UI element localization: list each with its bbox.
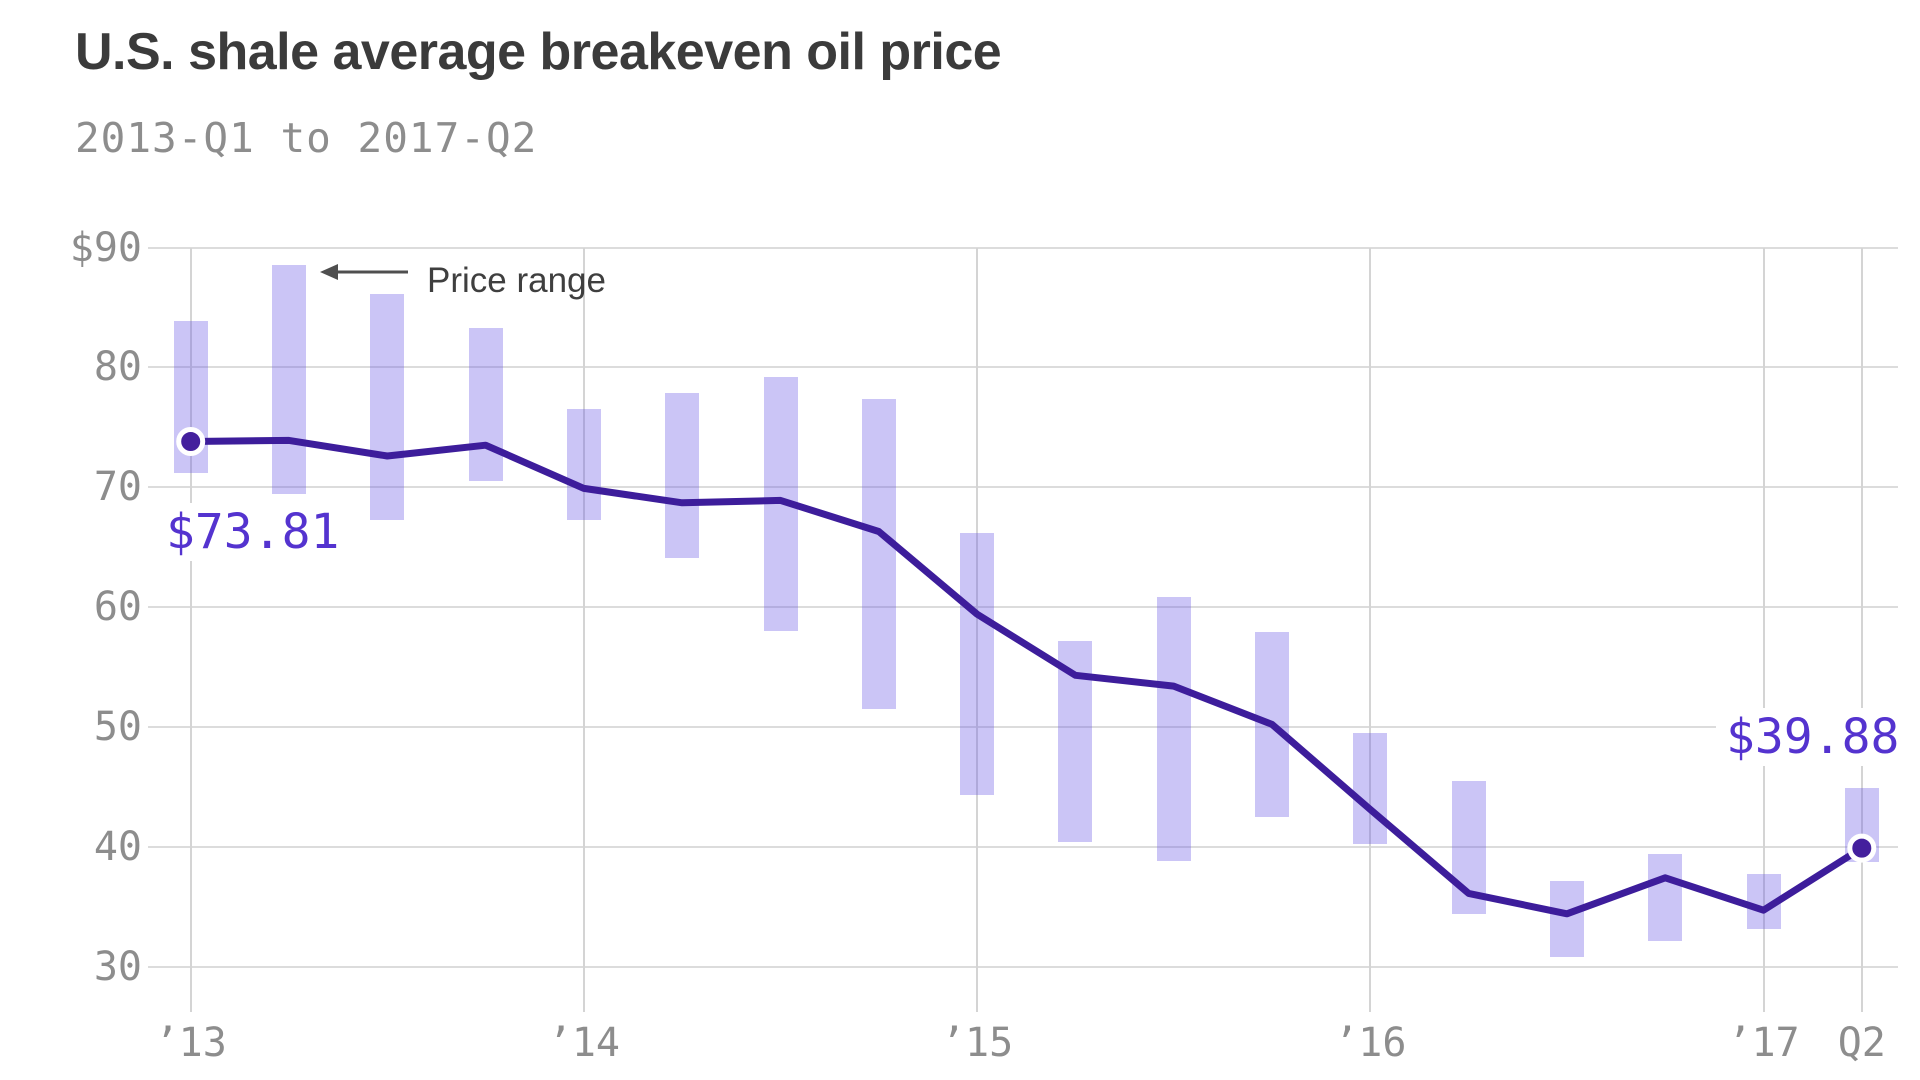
range-bar <box>861 398 896 709</box>
x-gridline <box>1762 247 1765 1012</box>
y-gridline <box>148 486 1898 489</box>
x-axis-label: ’14 <box>547 1020 621 1066</box>
x-axis-label: ’17 <box>1727 1020 1800 1066</box>
y-axis-label: 50 <box>93 703 142 750</box>
price-range-annotation: Price range <box>427 261 606 300</box>
y-axis-label: 80 <box>93 344 142 391</box>
y-axis-label: 70 <box>93 464 142 511</box>
x-axis-label: ’15 <box>940 1020 1014 1066</box>
y-axis-label: 30 <box>93 943 142 990</box>
x-axis-label: Q2 <box>1837 1020 1886 1066</box>
x-gridline <box>1369 247 1372 1012</box>
range-bar <box>1156 597 1191 862</box>
range-bar <box>468 327 503 482</box>
range-bar <box>566 409 601 520</box>
y-gridline <box>148 606 1898 608</box>
y-gridline <box>148 366 1898 369</box>
start-value-label: $73.81 <box>156 503 350 561</box>
breakeven-price-line <box>187 436 1866 918</box>
range-bar <box>665 392 700 558</box>
y-axis-label: $90 <box>69 224 142 271</box>
x-gridline <box>189 247 192 1012</box>
start-point-dot <box>176 427 206 457</box>
price-range-arrow-head <box>320 264 338 280</box>
x-axis-label: ’13 <box>154 1020 227 1066</box>
range-bar <box>960 532 995 796</box>
y-gridline <box>148 246 1898 249</box>
chart-subtitle: 2013-Q1 to 2017-Q2 <box>75 114 538 162</box>
y-axis-label: 40 <box>93 823 142 870</box>
x-gridline <box>976 247 979 1012</box>
end-value-label: $39.88 <box>1716 708 1910 766</box>
y-gridline <box>148 725 1898 728</box>
range-bar <box>370 294 405 520</box>
range-bar <box>1648 853 1683 942</box>
chart-title: U.S. shale average breakeven oil price <box>75 23 1002 81</box>
end-point-dot <box>1847 833 1877 863</box>
y-axis-label: 60 <box>93 584 142 630</box>
x-gridline <box>1860 247 1863 1012</box>
range-bar <box>1549 881 1584 957</box>
x-axis-label: ’16 <box>1334 1020 1407 1066</box>
y-gridline <box>148 845 1898 848</box>
y-gridline <box>148 965 1898 968</box>
x-gridline <box>582 247 585 1012</box>
range-bar <box>272 265 306 495</box>
range-bar <box>1353 732 1388 845</box>
